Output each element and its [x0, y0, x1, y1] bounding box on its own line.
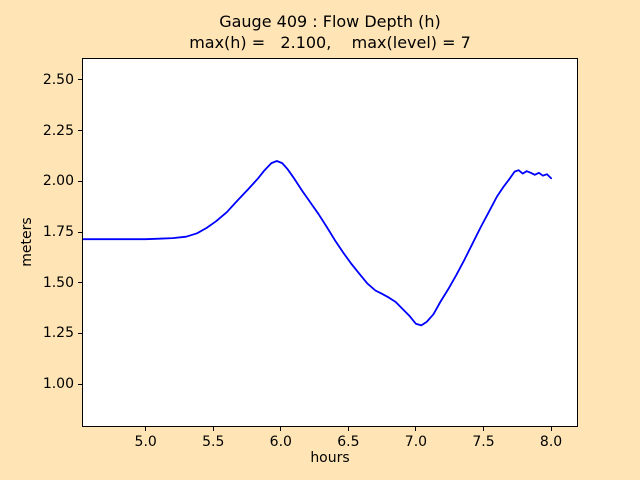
x-tick-label: 5.0	[134, 434, 157, 450]
x-tick-label: 7.0	[404, 434, 428, 450]
y-tick-label: 1.50	[42, 274, 74, 291]
x-tick-label: 5.5	[202, 434, 225, 450]
y-tick-mark	[78, 231, 82, 233]
y-tick-mark	[78, 79, 82, 81]
y-tick-label: 2.50	[42, 71, 74, 88]
y-tick-label: 1.00	[42, 376, 74, 393]
x-tick-mark	[280, 427, 282, 431]
y-tick-label: 2.00	[42, 173, 74, 190]
x-tick-mark	[415, 427, 417, 431]
x-axis-label: hours	[310, 450, 350, 466]
flow-depth-line	[83, 160, 553, 327]
chart-title: Gauge 409 : Flow Depth (h)	[219, 12, 441, 31]
x-tick-label: 6.5	[337, 434, 360, 450]
y-tick-mark	[78, 332, 82, 334]
y-tick-mark	[78, 282, 82, 284]
plot-area	[82, 58, 578, 427]
flow-depth-line-svg	[83, 160, 553, 327]
chart-subtitle: max(h) = 2.100, max(level) = 7	[189, 33, 471, 52]
y-tick-mark	[78, 383, 82, 385]
x-tick-mark	[145, 427, 147, 431]
x-tick-mark	[550, 427, 552, 431]
x-tick-label: 7.5	[472, 434, 495, 450]
y-tick-mark	[78, 180, 82, 182]
x-tick-mark	[482, 427, 484, 431]
x-tick-mark	[347, 427, 349, 431]
y-tick-label: 1.75	[42, 224, 74, 241]
y-tick-label: 1.25	[42, 325, 74, 342]
x-tick-mark	[212, 427, 214, 431]
chart-title-block: Gauge 409 : Flow Depth (h) max(h) = 2.10…	[82, 11, 578, 53]
y-tick-label: 2.25	[42, 122, 74, 139]
x-tick-label: 8.0	[539, 434, 563, 450]
x-tick-label: 6.0	[269, 434, 292, 450]
y-tick-mark	[78, 130, 82, 132]
